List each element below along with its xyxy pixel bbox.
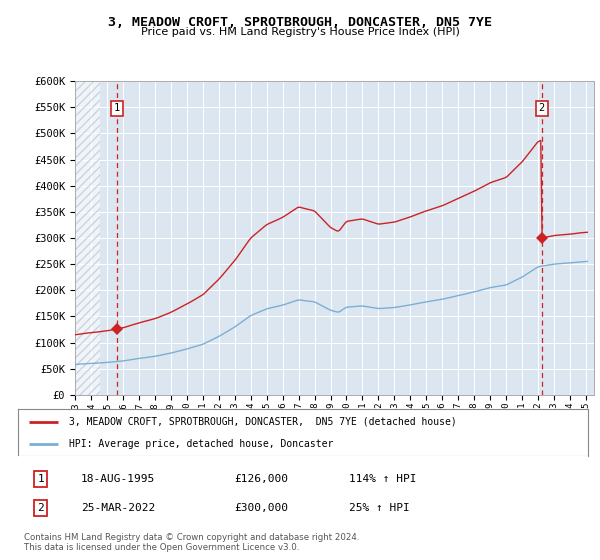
Text: 114% ↑ HPI: 114% ↑ HPI — [349, 474, 416, 484]
Text: HPI: Average price, detached house, Doncaster: HPI: Average price, detached house, Donc… — [70, 438, 334, 449]
Text: 25-MAR-2022: 25-MAR-2022 — [80, 503, 155, 513]
Text: 1: 1 — [114, 104, 120, 113]
Text: 25% ↑ HPI: 25% ↑ HPI — [349, 503, 409, 513]
Text: 18-AUG-1995: 18-AUG-1995 — [80, 474, 155, 484]
Text: Price paid vs. HM Land Registry's House Price Index (HPI): Price paid vs. HM Land Registry's House … — [140, 27, 460, 37]
Text: £126,000: £126,000 — [235, 474, 289, 484]
Text: 1: 1 — [37, 474, 44, 484]
Text: Contains HM Land Registry data © Crown copyright and database right 2024.
This d: Contains HM Land Registry data © Crown c… — [24, 533, 359, 552]
Text: 2: 2 — [37, 503, 44, 513]
Text: 3, MEADOW CROFT, SPROTBROUGH, DONCASTER,  DN5 7YE (detached house): 3, MEADOW CROFT, SPROTBROUGH, DONCASTER,… — [70, 417, 457, 427]
Bar — [75, 81, 100, 395]
Text: 3, MEADOW CROFT, SPROTBROUGH, DONCASTER, DN5 7YE: 3, MEADOW CROFT, SPROTBROUGH, DONCASTER,… — [108, 16, 492, 29]
Text: 2: 2 — [539, 104, 545, 113]
Text: £300,000: £300,000 — [235, 503, 289, 513]
